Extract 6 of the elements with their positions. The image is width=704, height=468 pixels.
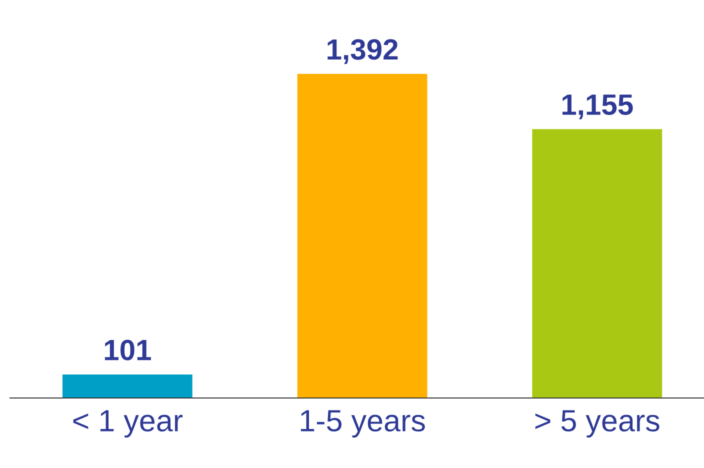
x-tick-label: > 5 years <box>535 410 660 438</box>
data-label: 1,392 <box>328 39 398 64</box>
data-label: 1,155 <box>562 94 633 120</box>
x-tick-label: 1-5 years <box>300 410 425 438</box>
x-tick-label: < 1 year <box>73 410 183 438</box>
data-label: 101 <box>104 340 151 360</box>
